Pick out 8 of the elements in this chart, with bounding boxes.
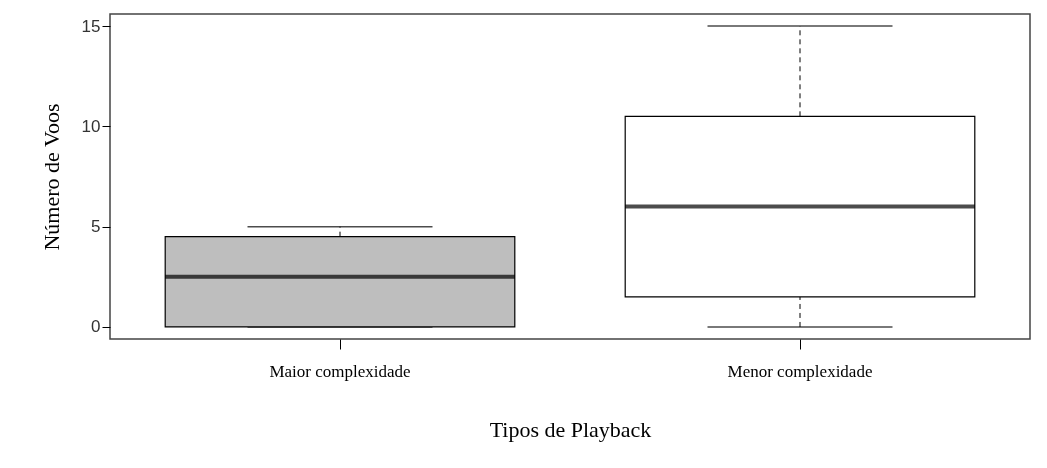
y-tick-label: 10 bbox=[81, 116, 101, 136]
x-tick-label: Menor complexidade bbox=[727, 361, 873, 381]
y-tick-label: 15 bbox=[81, 16, 101, 36]
x-tick-label: Maior complexidade bbox=[269, 361, 411, 381]
x-axis-title: Tipos de Playback bbox=[489, 416, 652, 442]
y-axis-title: Número de Voos bbox=[38, 103, 64, 251]
y-tick-label: 0 bbox=[91, 317, 101, 337]
y-tick-label: 5 bbox=[91, 217, 101, 237]
